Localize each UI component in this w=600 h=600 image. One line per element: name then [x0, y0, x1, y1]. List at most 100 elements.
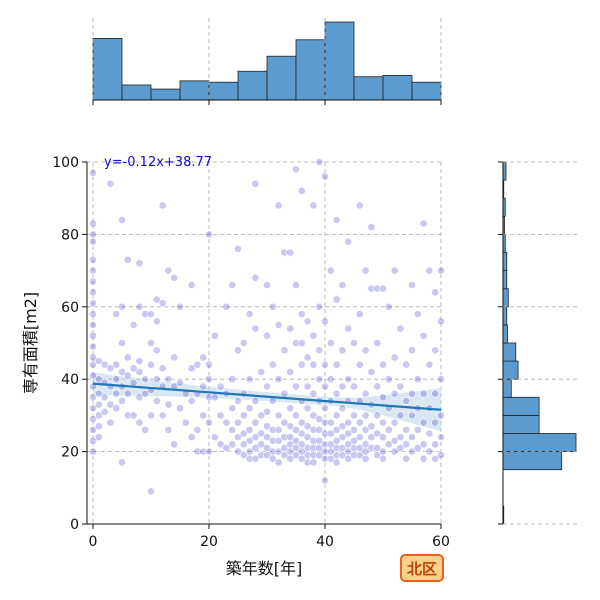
scatter-point	[408, 433, 416, 442]
scatter-point	[332, 216, 341, 224]
scatter-point	[147, 411, 155, 420]
scatter-point	[338, 404, 347, 413]
scatter-point	[94, 411, 103, 420]
scatter-point	[326, 429, 335, 438]
scatter-point	[402, 360, 411, 369]
scatter-point	[332, 411, 341, 420]
scatter-point	[297, 187, 306, 195]
right-hist-bar	[502, 414, 540, 434]
scatter-point	[222, 444, 231, 452]
scatter-point	[361, 389, 370, 398]
scatter-point	[402, 425, 411, 434]
scatter-point	[292, 339, 300, 347]
scatter-point	[147, 310, 155, 318]
scatter-point	[216, 382, 225, 391]
scatter-point	[315, 302, 324, 311]
right-hist-bar	[502, 451, 563, 471]
scatter-point	[176, 378, 184, 387]
scatter-point	[245, 454, 254, 463]
scatter-point	[361, 411, 370, 420]
scatter-point	[431, 454, 440, 463]
scatter-point	[350, 425, 358, 434]
scatter-point	[297, 454, 306, 463]
top-hist-bar	[92, 38, 123, 101]
scatter-point	[292, 411, 300, 420]
x-tick-label: 0	[89, 534, 98, 550]
scatter-point	[309, 425, 318, 434]
scatter-point	[257, 429, 266, 438]
scatter-point	[332, 360, 341, 369]
top-hist-bar	[179, 80, 210, 101]
scatter-point	[274, 411, 283, 420]
scatter-point	[326, 454, 335, 463]
scatter-point	[338, 433, 347, 442]
scatter-point	[379, 284, 387, 293]
scatter-point	[164, 400, 173, 409]
scatter-point	[303, 382, 312, 391]
scatter-point	[292, 451, 300, 460]
scatter-point	[350, 339, 358, 347]
scatter-point	[373, 429, 382, 438]
scatter-point	[118, 216, 126, 224]
scatter-point	[135, 368, 144, 376]
scatter-point	[390, 389, 399, 398]
scatter-point	[141, 425, 150, 434]
scatter-point	[280, 389, 289, 398]
scatter-point	[170, 273, 179, 282]
scatter-point	[425, 266, 434, 275]
scatter-point	[89, 360, 97, 369]
scatter-point	[245, 375, 254, 384]
scatter-point	[321, 454, 329, 463]
scatter-point	[170, 353, 179, 362]
scatter-point	[286, 404, 295, 413]
scatter-point	[147, 360, 155, 369]
scatter-point	[384, 425, 393, 434]
scatter-point	[263, 281, 271, 289]
scatter-point	[118, 302, 126, 311]
scatter-point	[303, 353, 312, 362]
scatter-point	[234, 447, 242, 456]
x-tick-label: 40	[316, 534, 334, 550]
scatter-point	[390, 418, 399, 427]
right-hist-bar	[502, 342, 517, 362]
scatter-point	[205, 230, 213, 239]
scatter-point	[355, 201, 364, 210]
scatter-point	[251, 454, 260, 463]
scatter-point	[396, 324, 405, 333]
scatter-point	[338, 451, 347, 460]
scatter-point	[355, 418, 364, 427]
scatter-point	[396, 444, 405, 452]
scatter-point	[274, 375, 283, 384]
right-hist-bar	[502, 252, 508, 272]
scatter-point	[152, 317, 161, 326]
scatter-point	[379, 360, 387, 369]
scatter-point	[199, 382, 208, 391]
scatter-point	[408, 389, 416, 398]
scatter-point	[210, 433, 219, 442]
scatter-point	[245, 310, 254, 318]
scatter-point	[164, 266, 173, 275]
scatter-point	[274, 425, 283, 434]
scatter-point	[89, 331, 97, 340]
scatter-point	[286, 422, 295, 431]
scatter-point	[135, 302, 144, 311]
scatter-point	[100, 393, 109, 402]
top-hist-bar	[324, 21, 355, 101]
scatter-point	[193, 360, 202, 369]
y-tick-label: 20	[61, 445, 79, 461]
scatter-point	[89, 237, 97, 246]
scatter-point	[216, 440, 225, 449]
scatter-point	[361, 346, 370, 355]
scatter-point	[205, 360, 213, 369]
scatter-point	[135, 393, 144, 402]
scatter-point	[355, 360, 364, 369]
scatter-point	[239, 411, 248, 420]
scatter-point	[373, 284, 382, 293]
scatter-point	[106, 364, 115, 373]
scatter-point	[425, 447, 434, 456]
scatter-point	[135, 418, 144, 427]
scatter-point	[106, 418, 115, 427]
scatter-point	[239, 429, 248, 438]
regression-line	[92, 382, 442, 411]
scatter-point	[286, 454, 295, 463]
